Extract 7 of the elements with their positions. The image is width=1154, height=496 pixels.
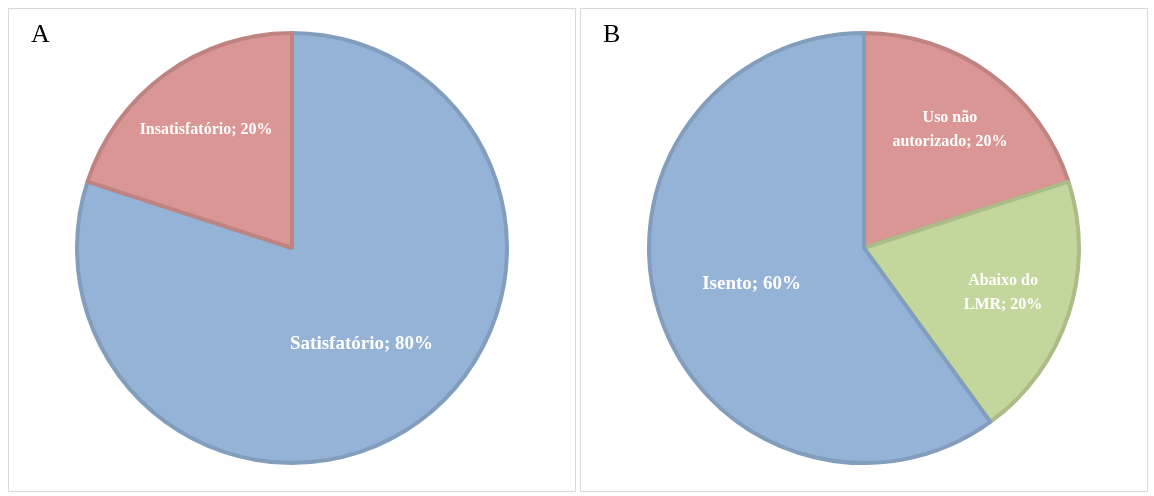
slice-label: Uso não autorizado; 20% xyxy=(892,107,1008,149)
slice-label: Isento; 60% xyxy=(702,272,801,294)
slice-label: Insatisfatório; 20% xyxy=(139,119,273,137)
slice-label: Satisfatório; 80% xyxy=(290,331,434,353)
chart-title: A xyxy=(31,19,50,49)
slice-label: Abaixo do LMR; 20% xyxy=(963,271,1043,313)
chart-title: B xyxy=(603,19,621,49)
